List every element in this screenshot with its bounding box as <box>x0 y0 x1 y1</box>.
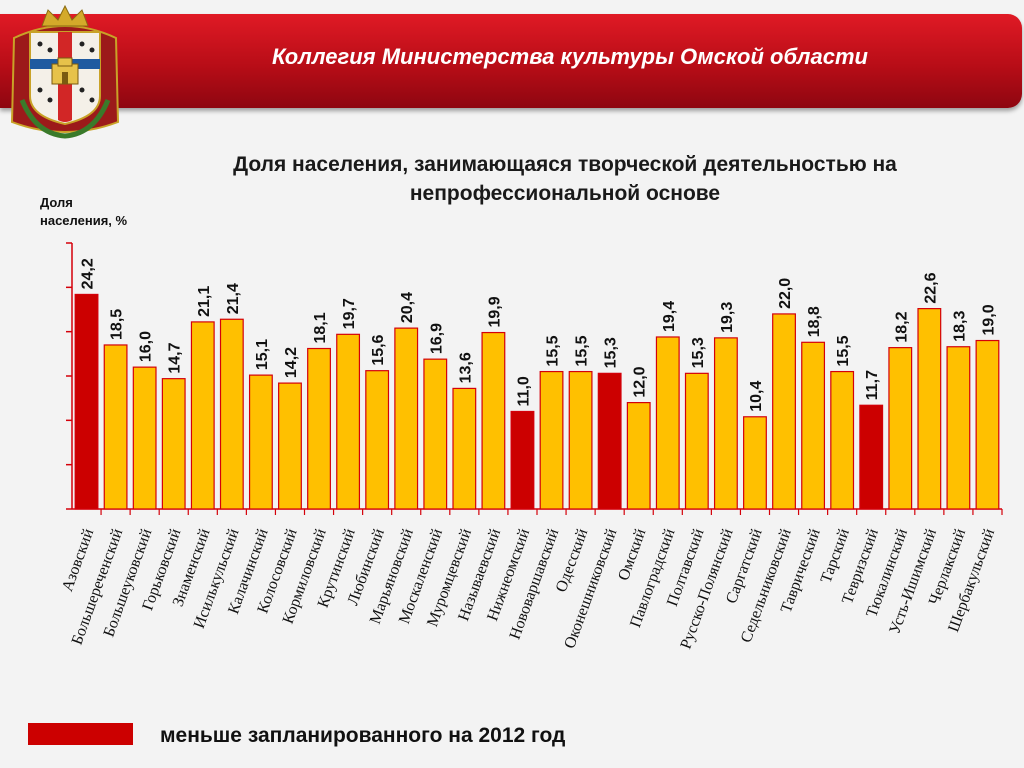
bar-value-label: 15,3 <box>690 337 707 368</box>
bar-value-label: 13,6 <box>457 352 474 383</box>
bar <box>481 331 506 510</box>
bar-value-label: 20,4 <box>399 292 416 323</box>
bar-value-label: 21,4 <box>225 283 242 314</box>
bar <box>597 372 622 510</box>
chart-title: Доля населения, занимающаяся творческой … <box>120 150 1010 208</box>
bar <box>132 366 157 510</box>
bar-value-label: 10,4 <box>748 381 765 412</box>
bar <box>946 346 971 510</box>
bar <box>917 308 942 510</box>
legend-swatch-below-plan <box>28 723 133 745</box>
bar <box>539 370 564 510</box>
bar-value-label: 19,9 <box>486 296 503 327</box>
bar <box>626 402 651 510</box>
bar <box>452 387 477 510</box>
bar <box>684 372 709 510</box>
y-axis-label: Доля населения, % <box>40 194 160 230</box>
bar-value-label: 19,3 <box>719 302 736 333</box>
chart-title-line-1: Доля населения, занимающаяся творческой … <box>233 153 897 176</box>
bar <box>975 339 1000 510</box>
bar-value-label: 15,5 <box>835 335 852 366</box>
bar <box>423 358 448 510</box>
header-bar <box>0 14 1022 108</box>
bar-value-label: 16,9 <box>428 323 445 354</box>
bar-value-label: 18,8 <box>806 306 823 337</box>
bar <box>394 327 419 510</box>
bar <box>859 404 884 510</box>
bar <box>655 336 680 510</box>
bar-value-label: 15,6 <box>370 334 387 365</box>
bar-value-label: 11,7 <box>864 370 881 400</box>
bar <box>365 370 390 510</box>
page-title: Коллегия Министерства культуры Омской об… <box>272 44 868 69</box>
bar <box>510 410 535 510</box>
y-axis-label-line-1: Доля <box>40 195 73 210</box>
y-axis-label-line-2: населения, % <box>40 213 128 228</box>
bar <box>248 374 273 510</box>
bar <box>743 416 767 510</box>
bar-value-label: 19,0 <box>980 304 997 335</box>
bar-value-label: 22,0 <box>777 278 794 309</box>
bar-value-label: 16,0 <box>138 331 155 362</box>
bar-value-label: 21,1 <box>196 286 213 317</box>
bar <box>568 370 593 510</box>
bar-value-label: 15,5 <box>574 335 591 366</box>
bar-value-label: 14,2 <box>283 347 300 378</box>
bar-value-label: 18,1 <box>312 312 329 343</box>
legend-label-below-plan: меньше запланированного на 2012 год <box>160 724 566 747</box>
bar-value-label: 18,2 <box>893 311 910 342</box>
bar <box>190 321 215 510</box>
bar-value-label: 19,4 <box>661 301 678 332</box>
bar <box>713 337 738 510</box>
bar-value-label: 15,3 <box>603 337 620 368</box>
bar <box>830 370 855 510</box>
bar-value-label: 19,7 <box>341 298 358 329</box>
bar <box>278 382 302 510</box>
bar-value-label: 11,0 <box>515 376 532 406</box>
bar-value-label: 15,5 <box>545 335 562 366</box>
bar <box>336 333 361 510</box>
bar <box>801 341 826 510</box>
bar-value-label: 18,3 <box>951 310 968 341</box>
chart-title-line-2: непрофессиональной основе <box>409 182 721 205</box>
bar-value-label: 22,6 <box>922 272 939 303</box>
bar-value-label: 18,5 <box>109 309 126 340</box>
bar <box>161 378 186 510</box>
bar-value-label: 14,7 <box>167 342 184 373</box>
bar <box>888 347 913 510</box>
omsk-region-coat-of-arms-icon <box>10 4 120 139</box>
bar <box>307 347 331 510</box>
bar-value-label: 15,1 <box>254 339 271 370</box>
bar <box>219 318 244 510</box>
bar-value-label: 12,0 <box>632 366 649 397</box>
bar <box>772 313 796 510</box>
bar <box>103 344 128 510</box>
bar <box>74 293 99 510</box>
bar-value-label: 24,2 <box>80 258 97 289</box>
